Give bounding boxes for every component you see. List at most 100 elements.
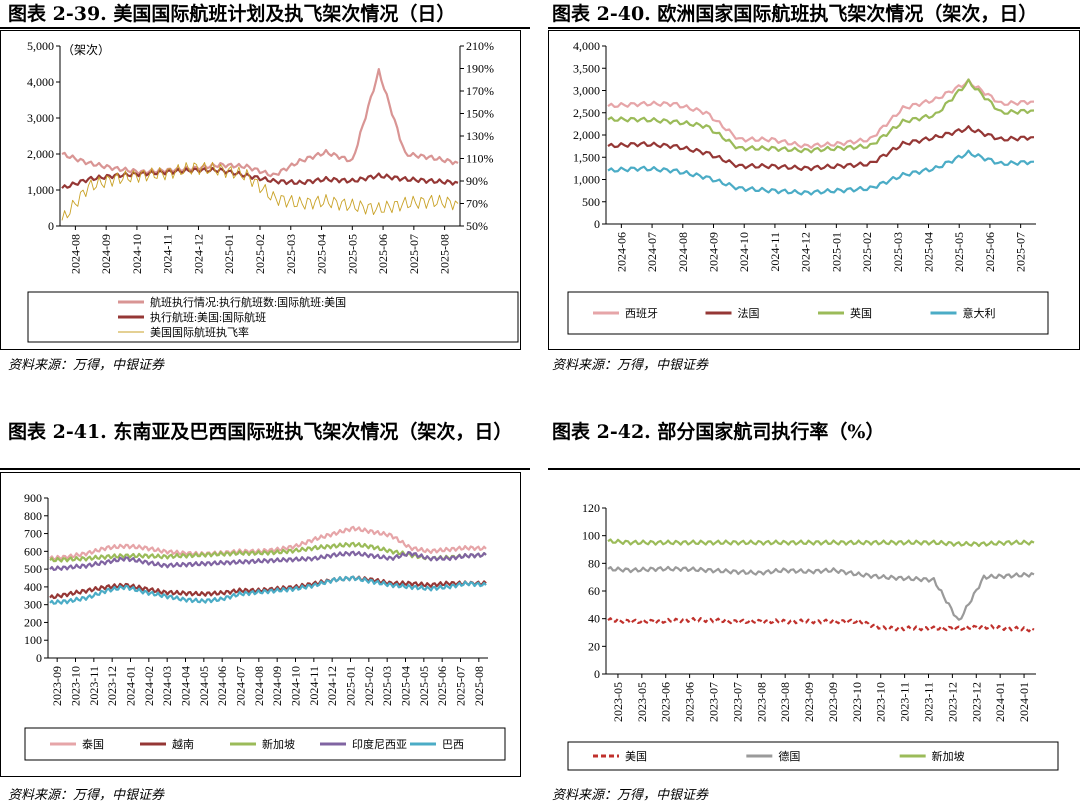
x-tick-label: 2025-06 bbox=[983, 232, 997, 272]
x-tick-label: 2025-05 bbox=[345, 234, 359, 274]
x-tick-label: 2025-03 bbox=[380, 666, 394, 706]
y-tick-label: 3,500 bbox=[573, 61, 600, 75]
y-tick-label: 5,000 bbox=[27, 39, 54, 53]
chart-3-source: 资料来源：万得，中银证券 bbox=[8, 788, 165, 803]
legend-box bbox=[567, 291, 1049, 335]
x-tick-label: 2024-07 bbox=[234, 666, 248, 706]
chart-frame bbox=[0, 472, 521, 777]
series-line-5 bbox=[49, 575, 487, 605]
chart-2-source: 资料来源：万得，中银证券 bbox=[552, 358, 709, 373]
x-tick-label: 2023-09 bbox=[826, 682, 840, 722]
legend-label: 意大利 bbox=[963, 306, 996, 320]
x-tick-label: 2025-07 bbox=[454, 666, 468, 706]
x-tick-label: 2024-06 bbox=[614, 232, 628, 272]
y-tick-label: 500 bbox=[582, 195, 600, 209]
x-tick-label: 2025-02 bbox=[362, 666, 376, 706]
x-tick-label: 2023-11 bbox=[922, 682, 936, 722]
y-tick-label: 1,000 bbox=[573, 173, 600, 187]
x-tick-label: 2024-01 bbox=[1017, 682, 1031, 722]
y-right-tick-label: 70% bbox=[466, 197, 488, 211]
legend-label: 执行航班:美国:国际航班 bbox=[150, 310, 266, 324]
y-tick-label: 60 bbox=[588, 584, 600, 598]
series-line-2 bbox=[61, 166, 459, 189]
x-tick-label: 2023-05 bbox=[635, 682, 649, 722]
x-tick-label: 2024-09 bbox=[99, 234, 113, 274]
y-tick-label: 3,000 bbox=[27, 111, 54, 125]
y-tick-label: 40 bbox=[588, 612, 600, 626]
y-tick-label: 300 bbox=[24, 598, 42, 612]
x-tick-label: 2023-10 bbox=[69, 666, 83, 706]
x-tick-label: 2025-08 bbox=[438, 234, 452, 274]
x-tick-label: 2023-07 bbox=[707, 682, 721, 722]
legend-label: 西班牙 bbox=[625, 307, 658, 320]
x-tick-label: 2025-02 bbox=[860, 232, 874, 272]
title-underline bbox=[0, 27, 530, 29]
series-line-1 bbox=[607, 78, 1035, 149]
series-line-4 bbox=[607, 149, 1035, 196]
x-tick-label: 2023-07 bbox=[730, 682, 744, 722]
y-tick-label: 20 bbox=[588, 639, 600, 653]
y-right-tick-label: 50% bbox=[466, 219, 488, 233]
legend: 航班执行情况:执行航班数:国际航班:美国执行航班:美国:国际航班美国国际航班执飞… bbox=[27, 291, 519, 343]
y-tick-label: 4,000 bbox=[573, 39, 600, 53]
y-tick-label: 0 bbox=[594, 217, 600, 231]
y-right-tick-label: 150% bbox=[466, 107, 494, 121]
y-tick-label: 2,000 bbox=[27, 147, 54, 161]
legend-label: 美国国际航班执飞率 bbox=[150, 325, 249, 339]
chart-3-title: 图表 2-41. 东南亚及巴西国际班执飞架次情况（架次，日） bbox=[8, 421, 513, 443]
series-line-1 bbox=[49, 525, 487, 561]
y-tick-label: 80 bbox=[588, 556, 600, 570]
x-tick-label: 2023-12 bbox=[105, 666, 119, 706]
x-tick-label: 2025-07 bbox=[407, 234, 421, 274]
chart-3: 0 100 200 300 400 500 600 700 800 900 2023-09 2023-… bbox=[0, 472, 521, 777]
x-tick-label: 2024-11 bbox=[161, 234, 175, 274]
x-tick-label: 2025-04 bbox=[922, 232, 936, 272]
x-tick-label: 2023-08 bbox=[778, 682, 792, 722]
series-line-1 bbox=[61, 68, 459, 178]
series-line-3 bbox=[607, 78, 1035, 154]
x-tick-label: 2024-10 bbox=[737, 232, 751, 272]
chart-4-title: 图表 2-42. 部分国家航司执行率（%） bbox=[552, 421, 885, 443]
y-tick-label: 0 bbox=[48, 219, 54, 233]
x-tick-label: 2025-02 bbox=[253, 234, 267, 274]
x-tick-label: 2023-10 bbox=[850, 682, 864, 722]
y-right-tick-label: 170% bbox=[466, 84, 494, 98]
y-tick-label: 2,000 bbox=[573, 128, 600, 142]
series-line-1 bbox=[607, 617, 1035, 633]
x-tick-label: 2024-05 bbox=[197, 666, 211, 706]
y-tick-label: 100 bbox=[24, 633, 42, 647]
x-tick-label: 2024-08 bbox=[68, 234, 82, 274]
y-right-tick-label: 110% bbox=[466, 152, 494, 166]
legend-label: 法国 bbox=[738, 306, 760, 320]
x-tick-label: 2024-03 bbox=[160, 666, 174, 706]
legend-label: 德国 bbox=[778, 749, 800, 763]
x-tick-label: 2025-01 bbox=[829, 232, 843, 272]
y-tick-label: 1,500 bbox=[573, 150, 600, 164]
x-tick-label: 2024-12 bbox=[799, 232, 813, 272]
x-tick-label: 2024-11 bbox=[307, 666, 321, 706]
x-tick-label: 2025-05 bbox=[417, 666, 431, 706]
y-tick-label: 0 bbox=[36, 651, 42, 665]
y-tick-label: 600 bbox=[24, 544, 42, 558]
x-tick-label: 2024-08 bbox=[252, 666, 266, 706]
x-tick-label: 2023-09 bbox=[50, 666, 64, 706]
chart-2-title: 图表 2-40. 欧洲国家国际航班执飞架次情况（架次，日） bbox=[552, 3, 1038, 25]
y-right-tick-label: 190% bbox=[466, 62, 494, 76]
y-right-tick-label: 90% bbox=[466, 174, 488, 188]
series-line-2 bbox=[607, 565, 1035, 621]
x-tick-label: 2023-09 bbox=[802, 682, 816, 722]
x-tick-label: 2024-06 bbox=[215, 666, 229, 706]
x-tick-label: 2025-06 bbox=[376, 234, 390, 274]
x-tick-label: 2025-03 bbox=[284, 234, 298, 274]
x-tick-label: 2023-12 bbox=[969, 682, 983, 722]
x-tick-label: 2025-04 bbox=[315, 234, 329, 274]
x-tick-label: 2025-06 bbox=[435, 666, 449, 706]
series-line-3 bbox=[61, 161, 459, 221]
x-tick-label: 2023-05 bbox=[611, 682, 625, 722]
x-tick-label: 2025-07 bbox=[1014, 232, 1028, 272]
legend-label: 越南 bbox=[172, 737, 194, 751]
y-tick-label: 120 bbox=[582, 501, 600, 515]
y-right-tick-label: 130% bbox=[466, 129, 494, 143]
legend-label: 新加坡 bbox=[262, 737, 295, 751]
x-tick-label: 2024-09 bbox=[270, 666, 284, 706]
